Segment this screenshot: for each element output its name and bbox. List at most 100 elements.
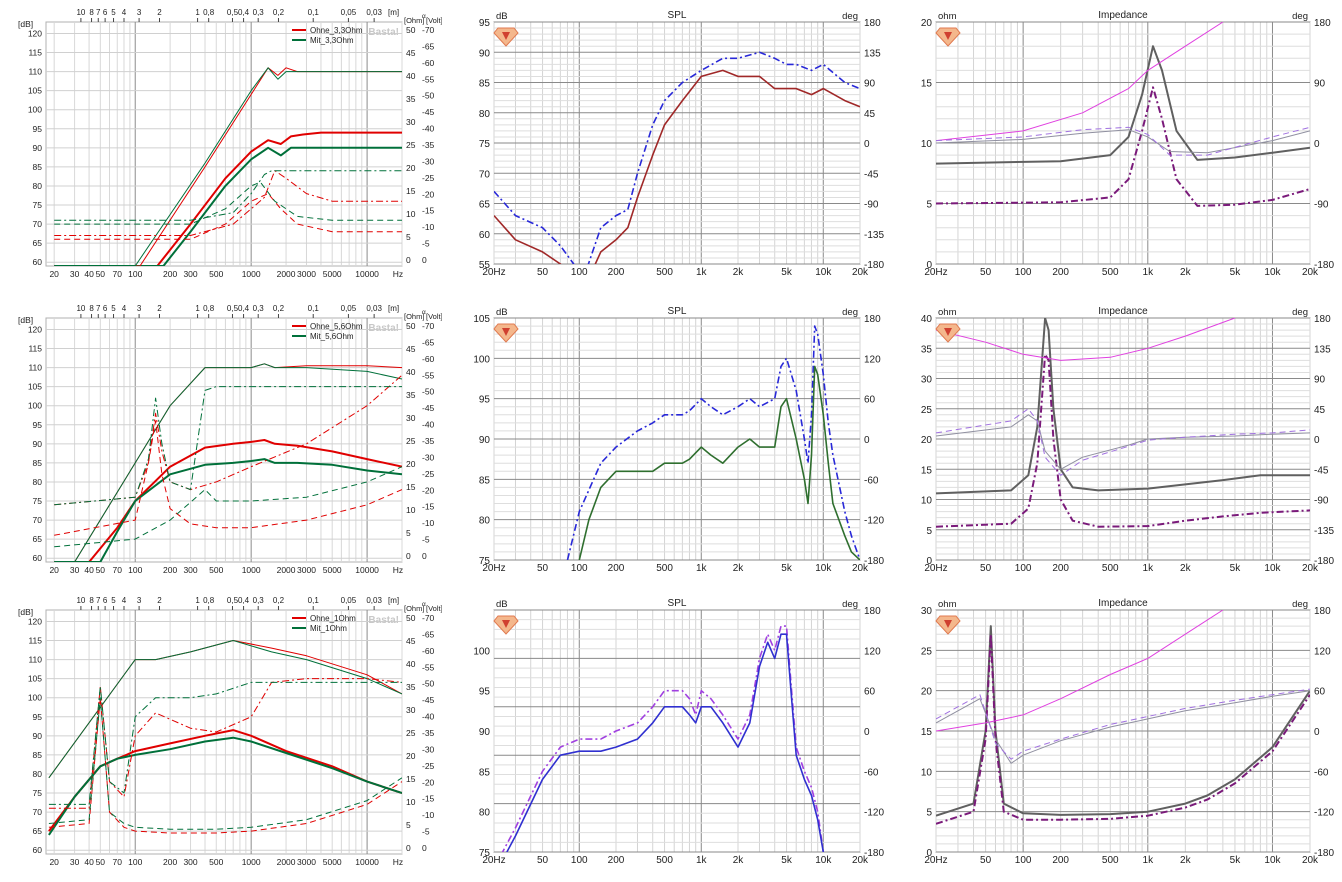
series-line bbox=[936, 690, 1310, 764]
y-tick-label: 95 bbox=[479, 395, 491, 406]
x-tick-label: 2k bbox=[1180, 563, 1192, 574]
y-tick-label: 95 bbox=[33, 124, 43, 134]
r2-tick-label: -10 bbox=[422, 810, 435, 820]
y-tick-label: 55 bbox=[479, 260, 491, 271]
x-tick-label: 1k bbox=[1143, 267, 1155, 278]
y-tick-label: 60 bbox=[33, 845, 43, 855]
top-tick-label: 4 bbox=[122, 304, 127, 313]
series-line bbox=[48, 640, 402, 779]
x-tick-label: 100 bbox=[1015, 563, 1032, 574]
r-tick-label: 60 bbox=[864, 395, 876, 406]
series-group bbox=[54, 67, 402, 266]
y-tick-label: 30 bbox=[921, 375, 933, 386]
top-tick-label: 7 bbox=[96, 304, 101, 313]
x-tick-label: 20 bbox=[49, 565, 59, 575]
r2-tick-label: -35 bbox=[422, 436, 435, 446]
x-tick-label: 500 bbox=[1102, 855, 1119, 866]
x-tick-label: 20 bbox=[49, 269, 59, 279]
r2-tick-label: -5 bbox=[422, 535, 430, 545]
series-line bbox=[48, 678, 402, 809]
r1-tick-label: 25 bbox=[406, 728, 416, 738]
y-tick-label: 75 bbox=[33, 200, 43, 210]
top-tick-label: 2 bbox=[157, 596, 162, 605]
top-tick-label: 0,8 bbox=[203, 596, 215, 605]
series-line bbox=[54, 386, 402, 506]
r-tick-label: 180 bbox=[1314, 314, 1331, 325]
series-line bbox=[506, 633, 825, 852]
x-tick-label: 2000 bbox=[277, 565, 296, 575]
r-tick-label: 135 bbox=[864, 48, 881, 59]
r2-tick-label: -50 bbox=[422, 91, 435, 101]
x-tick-label: 20k bbox=[1302, 563, 1319, 574]
y-axis-label: [dB] bbox=[18, 19, 33, 29]
r1-tick-label: 0 bbox=[406, 551, 411, 561]
top-tick-label: 3 bbox=[137, 304, 142, 313]
y2-axis-label: deg bbox=[842, 307, 858, 318]
chart-svg: 100 95 90 85 80 75 180 120 60 0 -60 -120 -180 20Hz 50 1… bbox=[473, 598, 884, 866]
watermark: Basta! bbox=[368, 323, 399, 334]
top-tick-label: 0,03 bbox=[366, 304, 382, 313]
r-tick-label: -60 bbox=[864, 767, 879, 778]
y-tick-label: 10 bbox=[921, 767, 933, 778]
x-tick-label: 30 bbox=[70, 857, 80, 867]
y-tick-label: 80 bbox=[33, 769, 43, 779]
y-tick-label: 90 bbox=[479, 48, 491, 59]
r2-tick-label: -30 bbox=[422, 452, 435, 462]
chart-title: Impedance bbox=[1098, 306, 1148, 317]
x-tick-label: 3000 bbox=[297, 565, 316, 575]
x-tick-label: 70 bbox=[113, 269, 123, 279]
series-line bbox=[54, 146, 402, 266]
top-axis-label: [m] bbox=[388, 8, 399, 17]
r2-tick-label: -70 bbox=[422, 25, 435, 35]
top-tick-label: 4 bbox=[122, 8, 127, 17]
r1-tick-label: 20 bbox=[406, 459, 416, 469]
top-tick-label: 0,2 bbox=[273, 304, 285, 313]
r-tick-label: -120 bbox=[864, 808, 884, 819]
r1-tick-label: 50 bbox=[406, 613, 416, 623]
top-tick-label: 0,05 bbox=[341, 8, 357, 17]
y-tick-label: 105 bbox=[28, 674, 42, 684]
r2-tick-label: 0 bbox=[422, 843, 427, 853]
series-line bbox=[54, 170, 402, 221]
r1-tick-label: 25 bbox=[406, 140, 416, 150]
top-tick-label: 0,1 bbox=[308, 8, 320, 17]
series-line bbox=[936, 353, 1310, 528]
r-tick-label: -90 bbox=[1314, 496, 1329, 507]
r2-tick-label: -10 bbox=[422, 518, 435, 528]
top-tick-label: 0,4 bbox=[238, 8, 250, 17]
x-tick-label: 2k bbox=[733, 855, 745, 866]
y-tick-label: 10 bbox=[921, 496, 933, 507]
series-line bbox=[936, 633, 1310, 825]
series-line bbox=[54, 420, 402, 536]
series-line bbox=[48, 697, 402, 830]
r2-tick-label: -50 bbox=[422, 387, 435, 397]
x-tick-label: 10k bbox=[815, 855, 832, 866]
r2-tick-label: -45 bbox=[422, 107, 435, 117]
x-tick-label: 500 bbox=[209, 269, 223, 279]
r1-tick-label: 35 bbox=[406, 682, 416, 692]
r1-tick-label: 0 bbox=[406, 843, 411, 853]
x-tick-label: 500 bbox=[209, 857, 223, 867]
chart-panel-9: 30 25 20 15 10 5 0 180 120 60 0 -60 -120 -180 20Hz 50 10… bbox=[900, 590, 1340, 870]
r1-tick-label: 45 bbox=[406, 636, 416, 646]
r-tick-label: -120 bbox=[1314, 808, 1334, 819]
x-tick-label: 1k bbox=[696, 563, 708, 574]
r-tick-label: -60 bbox=[864, 475, 879, 486]
x-tick-label: 2000 bbox=[277, 857, 296, 867]
logo-icon bbox=[493, 615, 519, 635]
top-axis-label: [m] bbox=[388, 304, 399, 313]
y-tick-label: 100 bbox=[28, 105, 42, 115]
plot-area bbox=[45, 21, 403, 267]
y-tick-label: 80 bbox=[479, 516, 491, 527]
r-tick-label: 0 bbox=[1314, 435, 1320, 446]
r2-tick-label: -10 bbox=[422, 222, 435, 232]
r1-tick-label: 10 bbox=[406, 797, 416, 807]
series-group bbox=[936, 318, 1310, 528]
x-tick-label: 1k bbox=[1143, 563, 1155, 574]
x-tick-label: 500 bbox=[209, 565, 223, 575]
r1-axis-superscript: α bbox=[422, 601, 426, 608]
chart-panel-8: 100 95 90 85 80 75 180 120 60 0 -60 -120 -180 20Hz 50 1… bbox=[458, 590, 890, 870]
r1-tick-label: 20 bbox=[406, 751, 416, 761]
x-tick-label: 40 bbox=[84, 857, 94, 867]
